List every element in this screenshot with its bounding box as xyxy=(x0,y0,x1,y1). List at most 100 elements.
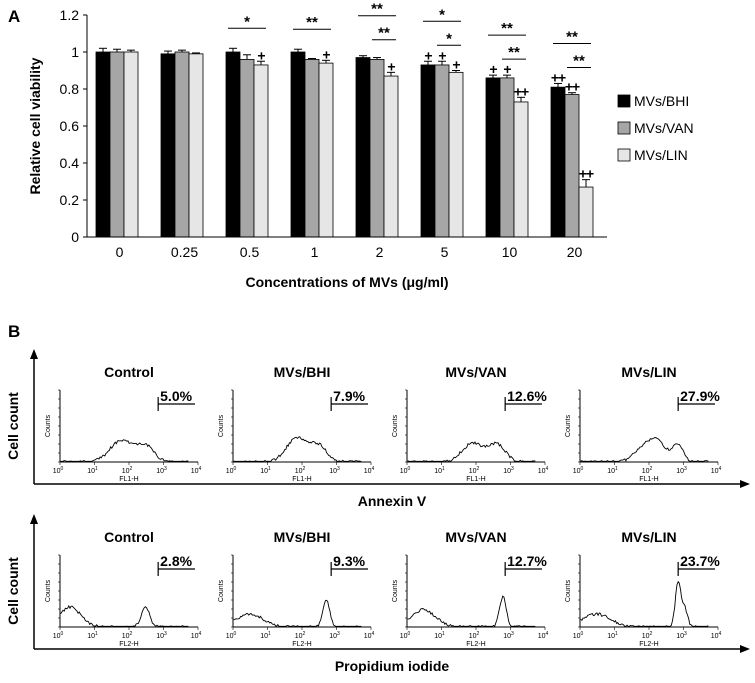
tick-base: 10 xyxy=(122,468,130,475)
tick-exponent: 4 xyxy=(719,631,722,637)
histogram-x-tick-label: 101 xyxy=(607,466,618,475)
histogram-x-label: FL2-H xyxy=(639,641,658,648)
tick-exponent: 0 xyxy=(61,466,64,472)
outer-y-title: Cell count xyxy=(5,557,21,625)
tick-exponent: 1 xyxy=(268,631,271,637)
histogram-y-label: Counts xyxy=(565,414,572,437)
legend-swatch xyxy=(617,121,631,135)
histogram-x-label: FL1-H xyxy=(639,476,658,483)
tick-base: 10 xyxy=(469,633,477,640)
significance-star-label: ** xyxy=(566,28,578,45)
bar xyxy=(420,64,436,238)
histogram-y-label: Counts xyxy=(392,579,399,602)
histogram-curve xyxy=(407,441,536,462)
histogram-x-label: FL2-H xyxy=(119,641,138,648)
bar xyxy=(290,51,306,238)
gate-percent: 2.8% xyxy=(160,553,192,569)
tick-exponent: 3 xyxy=(337,631,340,637)
tick-base: 10 xyxy=(87,468,95,475)
histogram-x-tick-label: 101 xyxy=(260,631,271,640)
bar xyxy=(95,51,111,238)
bar xyxy=(239,59,255,238)
tick-base: 10 xyxy=(711,468,719,475)
histogram-curve xyxy=(60,604,189,627)
bar xyxy=(253,64,269,238)
histogram-x-tick-label: 102 xyxy=(122,631,133,640)
tick-exponent: 0 xyxy=(408,631,411,637)
bar xyxy=(174,51,190,238)
histogram-x-tick-label: 103 xyxy=(676,631,687,640)
tick-base: 10 xyxy=(538,468,546,475)
tick-base: 10 xyxy=(226,468,234,475)
tick-base: 10 xyxy=(295,633,303,640)
y-tick-label: 0 xyxy=(71,229,79,245)
tick-base: 10 xyxy=(364,468,372,475)
histogram-title: MVs/LIN xyxy=(621,364,676,380)
significance-plus-mark: ++ xyxy=(551,69,566,85)
histogram-y-label: Counts xyxy=(218,414,225,437)
tick-base: 10 xyxy=(573,633,581,640)
bar xyxy=(513,101,529,238)
tick-exponent: 3 xyxy=(684,466,687,472)
histogram-title: MVs/VAN xyxy=(445,364,506,380)
x-tick-label: 0.5 xyxy=(240,244,260,260)
tick-base: 10 xyxy=(364,633,372,640)
gate-percent: 5.0% xyxy=(160,388,192,404)
histogram-x-label: FL1-H xyxy=(119,476,138,483)
tick-exponent: 4 xyxy=(546,466,549,472)
bar xyxy=(369,59,385,238)
tick-exponent: 4 xyxy=(372,631,375,637)
significance-star-label: * xyxy=(439,6,445,23)
histogram-curve xyxy=(233,436,362,462)
tick-base: 10 xyxy=(642,633,650,640)
histogram-x-tick-label: 100 xyxy=(53,631,64,640)
tick-base: 10 xyxy=(642,468,650,475)
histogram-x-tick-label: 100 xyxy=(573,466,584,475)
tick-base: 10 xyxy=(156,633,164,640)
histogram-x-tick-label: 103 xyxy=(329,631,340,640)
tick-exponent: 2 xyxy=(650,466,653,472)
bar-chart: 00.20.40.60.811.2+++++++++ ++ +++++0 0.25 0.… xyxy=(27,1,694,290)
y-tick-label: 0.4 xyxy=(60,155,80,171)
tick-base: 10 xyxy=(503,468,511,475)
x-tick-label: 20 xyxy=(567,244,583,260)
histogram-x-tick-label: 104 xyxy=(364,466,375,475)
tick-base: 10 xyxy=(469,468,477,475)
outer-y-axis-arrow xyxy=(30,349,38,359)
histogram-x-label: FL2-H xyxy=(466,641,485,648)
gate-percent: 23.7% xyxy=(680,553,720,569)
bar xyxy=(160,53,176,238)
histogram-x-tick-label: 100 xyxy=(573,631,584,640)
bar xyxy=(448,71,464,238)
gate-percent: 12.6% xyxy=(507,388,547,404)
bar xyxy=(109,51,125,238)
significance-plus-mark: + xyxy=(438,47,446,63)
tick-base: 10 xyxy=(295,468,303,475)
significance-star-label: * xyxy=(446,30,452,47)
histogram-y-label: Counts xyxy=(565,579,572,602)
significance-star-label: ** xyxy=(508,44,520,61)
x-tick-label: 2 xyxy=(376,244,384,260)
tick-exponent: 2 xyxy=(477,631,480,637)
histogram-x-tick-label: 101 xyxy=(260,466,271,475)
tick-base: 10 xyxy=(329,468,337,475)
outer-x-axis-arrow xyxy=(740,480,750,488)
tick-exponent: 0 xyxy=(408,466,411,472)
bar xyxy=(564,94,580,238)
histogram-x-tick-label: 102 xyxy=(295,631,306,640)
histogram-curve xyxy=(407,595,536,628)
x-tick-label: 1 xyxy=(311,244,319,260)
histogram-x-tick-label: 103 xyxy=(676,466,687,475)
histogram-x-tick-label: 102 xyxy=(295,466,306,475)
significance-star-label: ** xyxy=(501,20,513,37)
tick-base: 10 xyxy=(156,468,164,475)
gate-percent: 9.3% xyxy=(333,553,365,569)
histogram-x-tick-label: 102 xyxy=(469,466,480,475)
y-axis-title: Relative cell viability xyxy=(27,57,43,194)
significance-star-label: ** xyxy=(378,25,390,42)
histogram-x-tick-label: 101 xyxy=(87,631,98,640)
